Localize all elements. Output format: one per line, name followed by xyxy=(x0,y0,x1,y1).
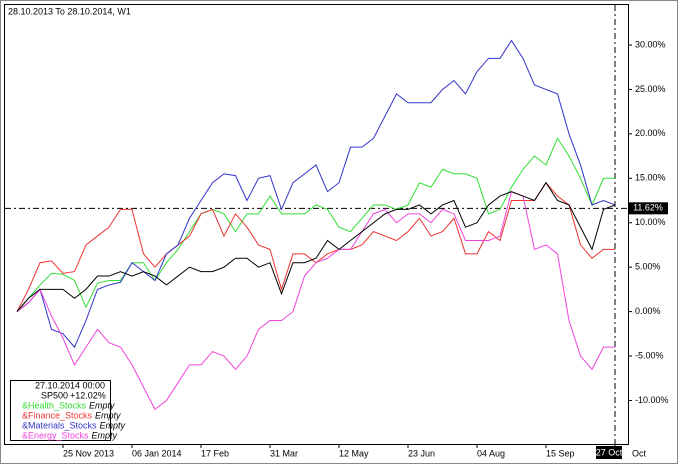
y-tick-label: 15.00% xyxy=(635,173,666,183)
y-tick-label: 5.00% xyxy=(635,262,661,272)
y-tick-label: 25.00% xyxy=(635,84,666,94)
x-tick-label: 12 May xyxy=(339,448,369,458)
y-tick-label: -5.00% xyxy=(635,350,664,360)
crosshair-label-box xyxy=(628,202,668,215)
y-tick-label: 30.00% xyxy=(635,39,666,49)
legend-name: SP500 xyxy=(41,390,68,400)
legend-name: &Energy_Stocks xyxy=(22,430,89,440)
x-axis-end-label: Oct xyxy=(632,448,647,458)
x-tick-label: 27 Oct xyxy=(596,447,623,457)
x-tick-label: 04 Aug xyxy=(477,448,505,458)
legend-value: Empty xyxy=(100,420,126,430)
chart-title: 28.10.2013 To 28.10.2014, W1 xyxy=(8,6,131,16)
y-tick-label: 0.00% xyxy=(635,306,661,316)
x-tick-label: 31 Mar xyxy=(270,448,298,458)
x-tick-label: 17 Feb xyxy=(201,448,229,458)
series-line xyxy=(16,137,615,312)
plot-area xyxy=(4,4,629,445)
legend-header: 27.10.2014 00:00 xyxy=(35,380,105,390)
legend-value: Empty xyxy=(95,410,121,420)
legend-name: &Finance_Stocks xyxy=(22,410,93,420)
y-tick-label: 10.00% xyxy=(635,217,666,227)
crosshair-label: 11.62% xyxy=(633,203,663,213)
legend-name: &Health_Stocks xyxy=(22,400,87,410)
series-line xyxy=(16,181,616,312)
x-tick-label: 23 Jun xyxy=(408,448,435,458)
y-tick-label: -10.00% xyxy=(635,395,669,405)
x-label-box xyxy=(596,446,622,459)
legend-box xyxy=(10,380,111,441)
legend-value: Empty xyxy=(92,430,118,440)
legend-name: &Materials_Stocks xyxy=(22,420,97,430)
series-line xyxy=(16,39,616,349)
x-tick-label: 25 Nov 2013 xyxy=(63,448,114,458)
y-tick-label: 20.00% xyxy=(635,128,666,138)
legend-value: +12.02% xyxy=(70,390,106,400)
x-tick-label: 06 Jan 2014 xyxy=(132,448,182,458)
legend-value: Empty xyxy=(89,400,115,410)
x-tick-label: 15 Sep xyxy=(546,448,575,458)
